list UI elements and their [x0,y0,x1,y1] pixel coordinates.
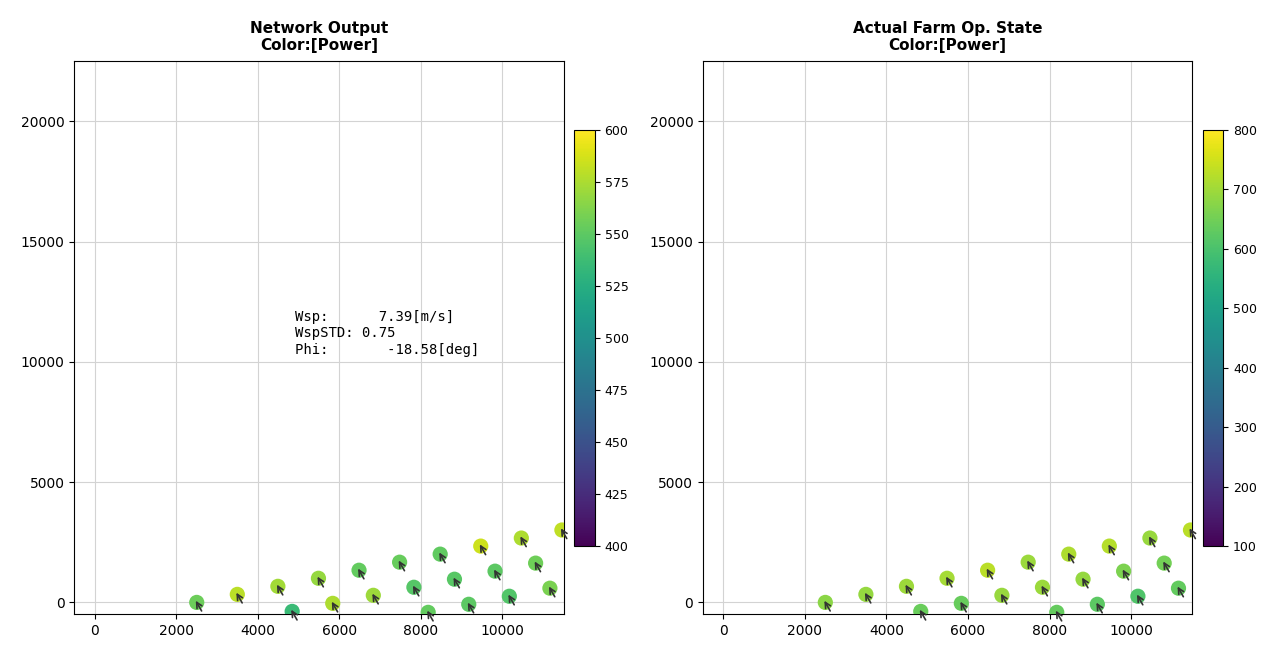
Point [1099,541,1120,552]
Point [1168,583,1189,594]
Point [1047,607,1067,617]
Point [308,573,328,584]
Point [390,557,410,567]
Text: Wsp:      7.39[m/s]
WspSTD: 0.75
Phi:       -18.58[deg]: Wsp: 7.39[m/s] WspSTD: 0.75 Phi: -18.58[… [294,310,479,357]
Point [539,583,560,594]
Point [856,589,877,600]
Point [363,590,383,600]
Point [1088,599,1108,610]
Point [484,566,505,577]
Point [1072,574,1093,585]
Point [1127,591,1148,602]
Point [815,597,836,608]
Point [459,599,479,610]
Point [418,607,438,617]
Title: Actual Farm Op. State
Color:[Power]: Actual Farm Op. State Color:[Power] [852,21,1043,53]
Point [978,565,998,575]
Point [267,581,288,592]
Point [1113,566,1134,577]
Point [511,532,532,543]
Point [951,598,971,609]
Point [282,606,303,617]
Point [187,597,207,608]
Point [525,558,546,569]
Point [445,574,465,585]
Point [500,591,520,602]
Point [1033,582,1053,592]
Point [349,565,369,575]
Point [552,525,573,535]
Point [937,573,957,584]
Point [910,606,930,617]
Title: Network Output
Color:[Power]: Network Output Color:[Power] [250,21,389,53]
Point [1019,557,1039,567]
Point [1181,525,1201,535]
Point [470,541,491,552]
Point [896,581,916,592]
Point [404,582,424,592]
Point [227,589,248,600]
Point [992,590,1012,600]
Point [1140,532,1160,543]
Point [1058,549,1079,559]
Point [1154,558,1174,569]
Point [429,549,450,559]
Point [322,598,343,609]
